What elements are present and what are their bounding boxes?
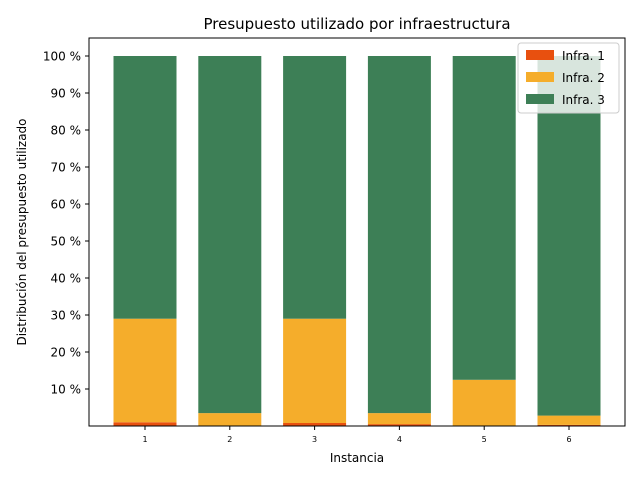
bar-segment-series-2-cat-3: [283, 318, 347, 423]
plot-frame: [88, 37, 626, 427]
bar-segment-series-2-cat-1: [113, 318, 177, 423]
x-axis-label: Instancia: [330, 451, 384, 465]
bar-segment-series-3-cat-5: [452, 56, 516, 380]
legend: Infra. 1 Infra. 2 Infra. 3: [517, 42, 620, 114]
y-tick-label: 100 %: [43, 50, 81, 64]
bar-segment-series-1-cat-1: [113, 422, 177, 426]
y-tick-label: 60 %: [51, 198, 82, 212]
y-tick-label: 70 %: [51, 161, 82, 175]
y-tick-label: 80 %: [51, 124, 82, 138]
legend-label: Infra. 2: [562, 71, 605, 85]
legend-label: Infra. 3: [562, 93, 605, 107]
bar-segment-series-3-cat-2: [198, 56, 262, 414]
bar-segment-series-1-cat-3: [283, 423, 347, 426]
legend-label: Infra. 1: [562, 49, 605, 63]
x-tick-label: 3: [312, 435, 317, 444]
bar-segment-series-2-cat-4: [367, 413, 431, 425]
bar-segment-series-1-cat-4: [367, 424, 431, 426]
bars-group: [113, 56, 601, 427]
y-tick-label: 30 %: [51, 309, 82, 323]
y-tick-label: 40 %: [51, 272, 82, 286]
bar-segment-series-2-cat-6: [537, 415, 601, 425]
y-tick-label: 90 %: [51, 87, 82, 101]
bar-segment-series-3-cat-1: [113, 56, 177, 319]
y-axis-ticks: 10 % 20 % 30 % 40 % 50 % 60 % 70 % 80 % 90 % 100 …: [43, 50, 89, 397]
bar-segment-series-3-cat-3: [283, 56, 347, 319]
x-tick-label: 4: [397, 435, 402, 444]
y-tick-label: 10 %: [51, 383, 82, 397]
bar-segment-series-2-cat-5: [452, 379, 516, 427]
chart-title: Presupuesto utilizado por infraestructur…: [203, 15, 510, 33]
x-tick-label: 1: [142, 435, 147, 444]
legend-swatch: [526, 50, 554, 60]
y-tick-label: 20 %: [51, 346, 82, 360]
x-tick-label: 2: [227, 435, 232, 444]
y-axis-label: Distribución del presupuesto utilizado: [15, 118, 29, 345]
bar-segment-series-1-cat-6: [537, 424, 601, 426]
bar-segment-series-3-cat-6: [537, 56, 601, 416]
x-tick-label: 5: [482, 435, 487, 444]
y-tick-label: 50 %: [51, 235, 82, 249]
legend-swatch: [526, 72, 554, 82]
bar-segment-series-2-cat-2: [198, 413, 262, 426]
legend-swatch: [526, 94, 554, 104]
x-axis-ticks: 1 2 3 4 5 6: [142, 426, 572, 444]
bar-segment-series-3-cat-4: [367, 56, 431, 414]
x-tick-label: 6: [566, 435, 571, 444]
